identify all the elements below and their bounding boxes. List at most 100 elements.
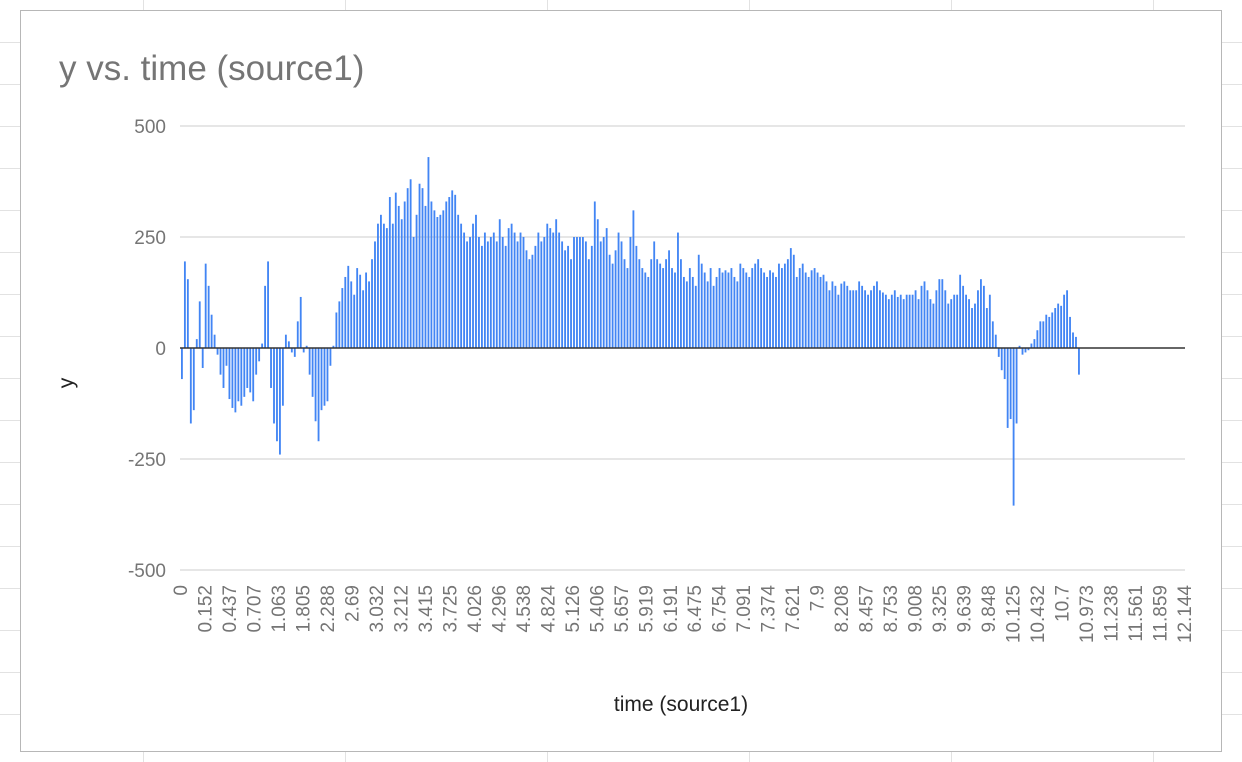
y-tick-label: 0 — [155, 339, 166, 360]
bar — [558, 232, 561, 348]
bar — [1024, 348, 1027, 353]
bar — [406, 188, 409, 348]
bar — [201, 348, 204, 368]
bar — [391, 223, 394, 348]
bar — [302, 348, 305, 353]
bar — [1075, 336, 1077, 348]
bar — [620, 241, 623, 348]
bar — [430, 201, 433, 348]
bar — [745, 272, 748, 348]
x-tick-label: 0 — [171, 585, 192, 596]
x-tick-label: 3.032 — [367, 585, 388, 633]
bar — [525, 250, 528, 348]
x-tick-label: 8.753 — [881, 585, 902, 633]
bar — [810, 270, 813, 348]
bar — [861, 285, 864, 348]
bar — [323, 348, 326, 406]
bar — [445, 201, 448, 348]
bar — [819, 276, 822, 348]
bar — [950, 299, 953, 348]
bar — [466, 241, 468, 348]
bar — [757, 259, 760, 348]
bar — [210, 314, 213, 348]
bar — [754, 263, 757, 348]
bar — [507, 228, 510, 348]
x-tick-label: 9.848 — [979, 585, 1000, 633]
bar — [183, 261, 186, 348]
x-tick-label: 6.475 — [685, 585, 706, 633]
bar — [739, 263, 742, 348]
bar — [751, 268, 754, 348]
bar — [730, 268, 733, 348]
bar — [240, 348, 243, 406]
bar — [463, 232, 466, 348]
bar — [222, 348, 225, 388]
bar — [718, 268, 721, 348]
bar — [1066, 290, 1068, 348]
bar — [724, 270, 727, 348]
bar — [249, 348, 252, 393]
bar — [439, 214, 442, 348]
bar — [959, 274, 962, 348]
x-tick-label: 9.325 — [930, 585, 951, 633]
bar — [772, 272, 774, 348]
bar — [991, 321, 994, 348]
bar — [870, 290, 872, 348]
bar — [736, 281, 739, 348]
bar — [478, 237, 480, 348]
bar — [926, 290, 929, 348]
x-axis-title: time (source1) — [614, 693, 748, 716]
x-tick-label: 11.561 — [1126, 585, 1147, 642]
bar — [362, 290, 365, 348]
bar — [947, 303, 950, 348]
bar — [504, 245, 507, 348]
bar — [519, 232, 522, 348]
chart-card[interactable]: y vs. time (source1) 500 250 0 -250 -500 0 0.… — [20, 10, 1222, 752]
x-tick-label: 0.152 — [195, 585, 216, 633]
bar — [388, 197, 391, 348]
bar — [703, 272, 706, 348]
bar — [982, 285, 985, 348]
bar — [775, 276, 777, 348]
bar — [368, 281, 370, 348]
bar — [483, 232, 486, 348]
bar — [237, 348, 240, 402]
bar — [727, 272, 730, 348]
bar — [246, 348, 249, 388]
bar — [317, 348, 320, 442]
bar — [899, 294, 902, 348]
bar — [593, 201, 596, 348]
bar — [293, 348, 296, 357]
bar — [617, 232, 620, 348]
x-tick-label: 4.824 — [538, 585, 559, 633]
bar — [1036, 330, 1039, 348]
bar — [911, 294, 914, 348]
bar — [264, 285, 267, 348]
bar — [1042, 321, 1045, 348]
x-tick-label: 1.063 — [269, 585, 290, 633]
x-tick-label: 9.639 — [955, 585, 976, 633]
bar — [997, 348, 1000, 357]
bar — [864, 290, 867, 348]
bar — [510, 223, 513, 348]
x-tick-label: 8.457 — [857, 585, 878, 633]
bar — [543, 237, 546, 348]
bar — [415, 214, 418, 348]
bar — [492, 232, 495, 348]
bar — [614, 250, 617, 348]
bar — [852, 290, 855, 348]
x-tick-label: 7.374 — [759, 585, 780, 633]
bar — [225, 348, 228, 366]
bar — [1063, 294, 1066, 348]
bar — [587, 259, 590, 348]
bar — [840, 283, 843, 348]
bar — [427, 157, 430, 348]
bar — [365, 272, 367, 348]
bar — [988, 294, 991, 348]
x-tick-label: 6.754 — [710, 585, 731, 633]
bar — [394, 192, 397, 348]
bar — [985, 308, 988, 348]
bar — [879, 290, 881, 348]
bar — [374, 241, 376, 348]
bar — [258, 348, 261, 362]
